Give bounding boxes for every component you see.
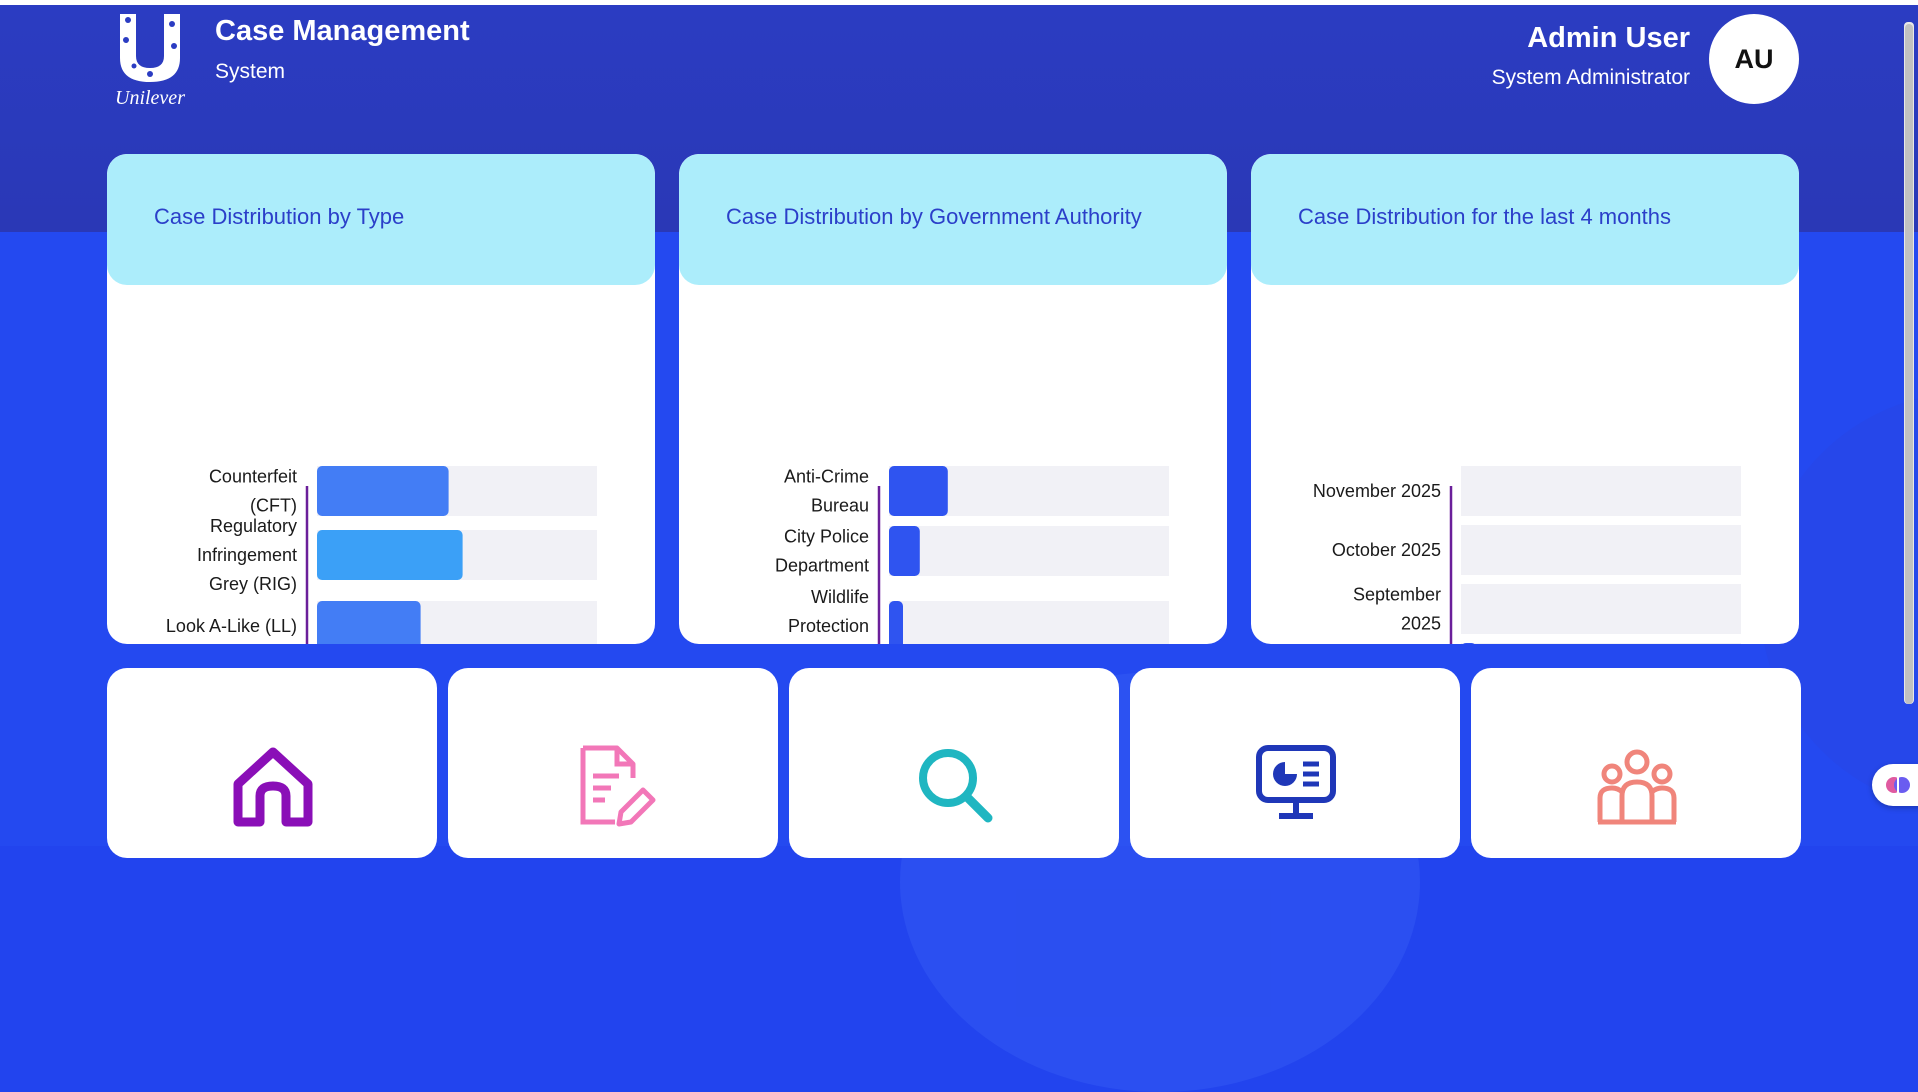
nav-card-analytics[interactable]: [1130, 668, 1460, 858]
card-title: Case Distribution by Type: [154, 204, 405, 229]
card-case-type: Case Distribution by Type Counterfeit (CF…: [107, 154, 655, 644]
bar: [317, 601, 421, 644]
team-icon: [1597, 749, 1677, 825]
document-edit-icon: [580, 745, 656, 827]
nav-card-search[interactable]: [789, 668, 1119, 858]
category-label: Bureau: [811, 496, 869, 516]
category-label: September: [1353, 585, 1441, 605]
card-header: Case Distribution by Type: [107, 154, 655, 285]
user-role: System Administrator: [1491, 66, 1690, 89]
unilever-logo[interactable]: Unilever: [104, 10, 196, 109]
nav-card-documents[interactable]: [448, 668, 778, 858]
category-label: Anti-Crime: [784, 467, 869, 487]
card-government-authority: Case Distribution by Government Authorit…: [679, 154, 1227, 644]
bar-track: [1461, 466, 1741, 516]
category-label: Grey (RIG): [209, 574, 297, 594]
category-label: October 2025: [1332, 540, 1441, 560]
brain-icon: [1886, 777, 1910, 793]
bar: [889, 466, 948, 516]
bar: [889, 601, 903, 644]
category-label: Look A-Like (LL): [166, 616, 297, 636]
category-label: November 2025: [1313, 481, 1441, 501]
app-subtitle: System: [215, 60, 286, 83]
search-icon: [919, 749, 993, 823]
category-label: Infringement: [197, 545, 297, 565]
chart-plot: Counterfeit (CFT)Regulatory Infringement Gr…: [166, 466, 597, 644]
assistant-button[interactable]: [1872, 764, 1918, 806]
scrollbar-thumb[interactable]: [1905, 24, 1913, 704]
bar-track: [889, 601, 1169, 644]
card-last-4-months: Case Distribution for the last 4 months …: [1251, 154, 1799, 644]
bar-chart-case-type: Counterfeit (CFT)Regulatory Infringement Gr…: [166, 466, 597, 644]
category-label: City Police: [784, 527, 869, 547]
bar: [1463, 643, 1475, 644]
card-title: Case Distribution by Government Authorit…: [726, 204, 1142, 229]
bar-chart-government-authority: Anti-Crime Bureau City Police Department Wil…: [775, 466, 1169, 644]
bar-track: [1461, 525, 1741, 575]
category-label: Regulatory: [210, 516, 297, 536]
nav-card-home[interactable]: [107, 668, 437, 858]
bar: [317, 466, 449, 516]
user-name: Admin User: [1527, 22, 1690, 54]
card-header: Case Distribution by Government Authorit…: [679, 154, 1227, 285]
nav-card-team[interactable]: [1471, 668, 1801, 858]
card-title: Case Distribution for the last 4 months: [1298, 204, 1671, 229]
bar-track: [1461, 643, 1741, 644]
category-label: Department: [775, 556, 869, 576]
card-header: Case Distribution for the last 4 months: [1251, 154, 1799, 285]
category-label: Protection: [788, 616, 869, 636]
app-title: Case Management: [215, 15, 470, 47]
category-label: Counterfeit: [209, 467, 297, 487]
logo-wordmark: Unilever: [115, 87, 185, 108]
bar: [317, 530, 463, 580]
monitor-analytics-icon: [1256, 745, 1336, 819]
bar: [889, 526, 920, 576]
category-label: (CFT): [250, 496, 297, 516]
user-avatar[interactable]: AU: [1709, 14, 1799, 104]
category-label: Wildlife: [811, 587, 869, 607]
top-border: [0, 0, 1918, 5]
bar-track: [889, 526, 1169, 576]
home-icon: [233, 747, 313, 827]
category-label: 2025: [1401, 614, 1441, 634]
chart-plot: Anti-Crime Bureau City Police Department Wil…: [775, 466, 1169, 644]
bar-track: [1461, 584, 1741, 634]
